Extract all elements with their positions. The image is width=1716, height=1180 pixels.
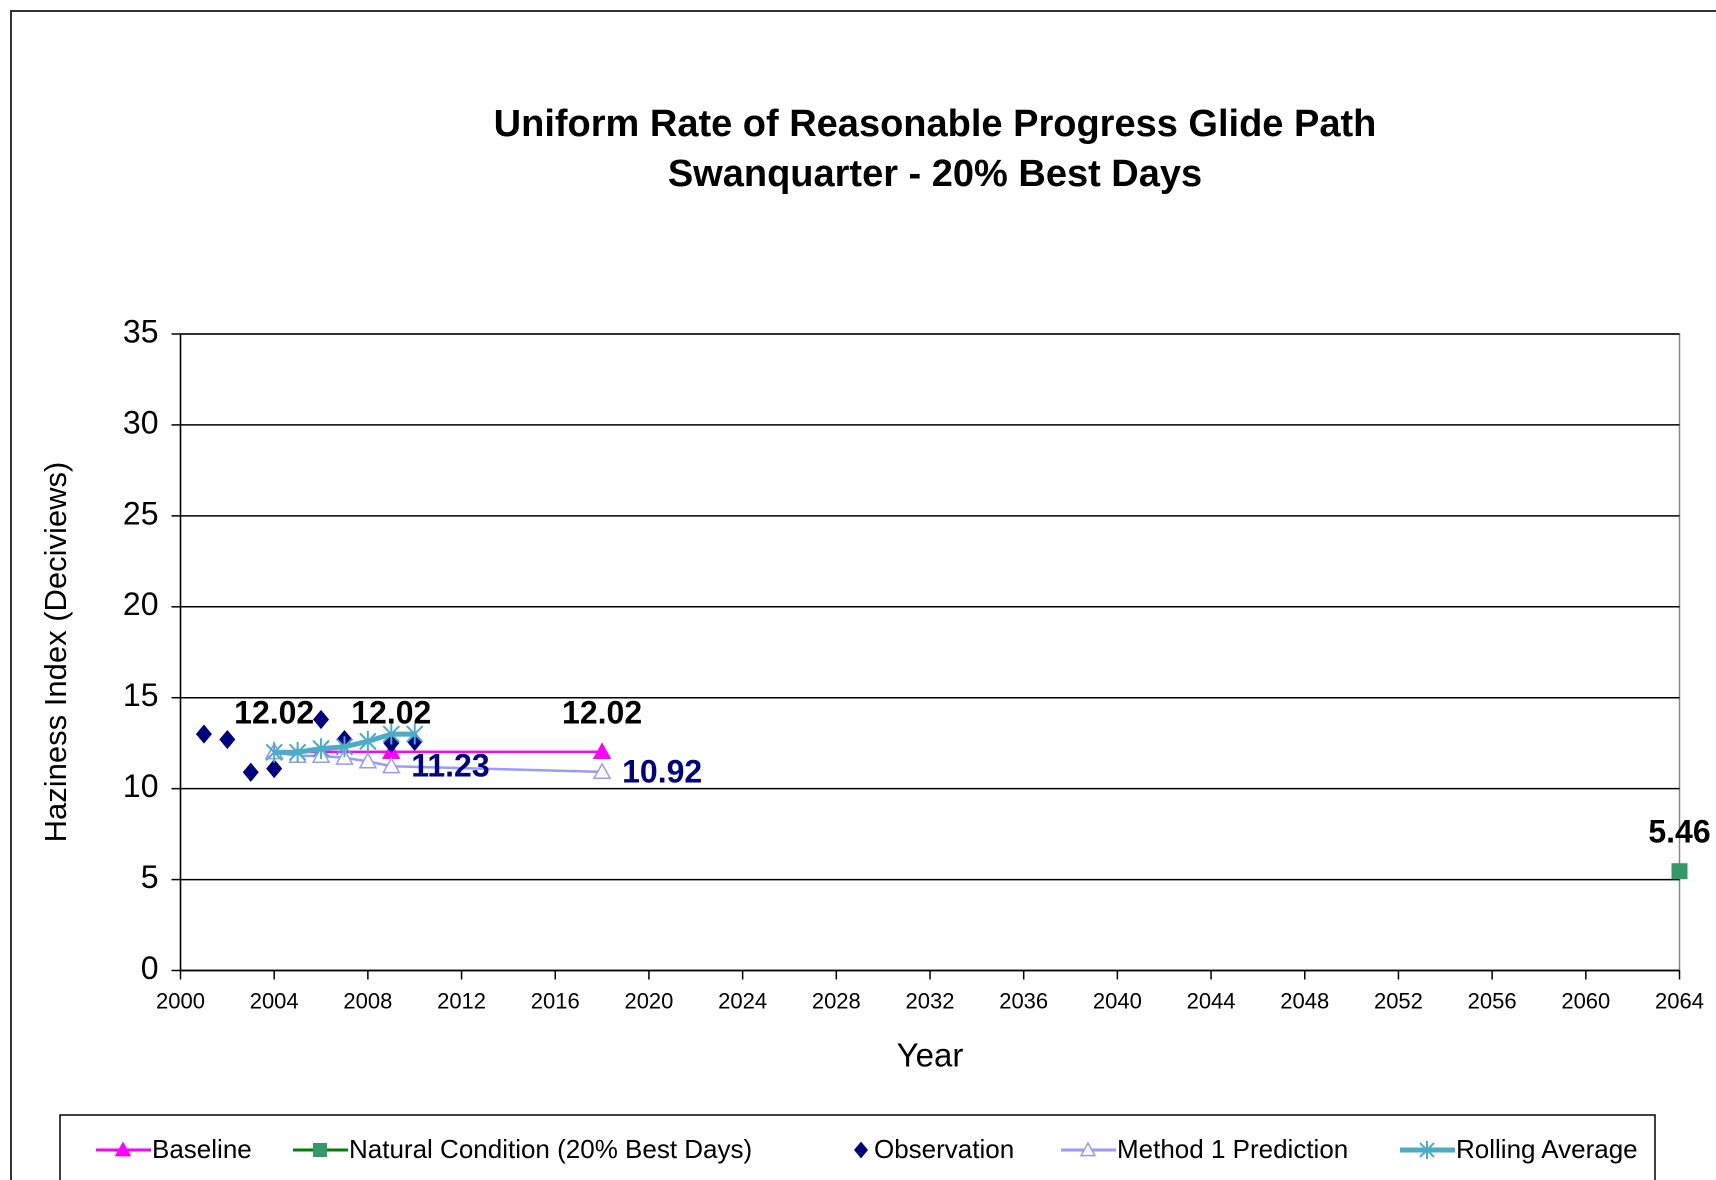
y-tick-label: 25 (123, 495, 159, 531)
y-tick-label: 15 (123, 677, 159, 713)
data-point (312, 738, 330, 760)
data-point (406, 723, 424, 745)
legend-label: Natural Condition (20% Best Days) (349, 1134, 752, 1164)
chart-title: Uniform Rate of Reasonable Progress Glid… (494, 103, 1377, 145)
data-point (242, 762, 259, 782)
x-tick-label: 2016 (531, 988, 580, 1013)
legend-marker (854, 1141, 868, 1159)
legend-label: Rolling Average (1456, 1134, 1638, 1164)
data-point (1671, 863, 1688, 880)
x-tick-label: 2044 (1187, 988, 1236, 1013)
y-tick-label: 30 (123, 404, 159, 440)
legend-marker (114, 1141, 132, 1157)
x-tick-label: 2032 (906, 988, 955, 1013)
y-tick-label: 5 (141, 859, 159, 895)
data-point (382, 756, 401, 774)
data-point (592, 742, 612, 760)
legend-label: Baseline (152, 1134, 252, 1164)
data-label: 10.92 (622, 753, 702, 789)
x-tick-label: 2060 (1561, 988, 1610, 1013)
x-tick-label: 2052 (1374, 988, 1423, 1013)
data-point (592, 762, 612, 780)
legend-marker (1079, 1141, 1097, 1157)
x-tick-label: 2064 (1655, 988, 1704, 1013)
data-label: 12.02 (234, 694, 314, 730)
data-label: 12.02 (562, 694, 642, 730)
data-point (382, 723, 401, 745)
x-tick-label: 2036 (999, 988, 1048, 1013)
x-tick-label: 2024 (718, 988, 767, 1013)
x-axis-title: Year (897, 1037, 964, 1074)
y-axis-title: Haziness Index (Deciviews) (38, 462, 73, 843)
plot-area (179, 333, 1681, 972)
data-point (359, 730, 377, 752)
data-point (266, 759, 283, 779)
y-tick-label: 35 (123, 313, 159, 349)
data-point (265, 741, 283, 763)
data-point (313, 709, 330, 730)
data-point (358, 751, 378, 769)
data-point (335, 736, 354, 758)
legend-marker (1419, 1140, 1435, 1160)
y-tick-label: 20 (123, 586, 159, 622)
x-tick-label: 2012 (437, 988, 486, 1013)
x-tick-label: 2004 (250, 988, 299, 1013)
legend-label: Method 1 Prediction (1117, 1134, 1348, 1164)
chart-subtitle: Swanquarter - 20% Best Days (668, 153, 1202, 195)
y-tick-label: 10 (123, 768, 159, 804)
x-tick-label: 2020 (624, 988, 673, 1013)
y-tick-label: 0 (141, 950, 159, 986)
x-tick-label: 2048 (1280, 988, 1329, 1013)
x-tick-label: 2040 (1093, 988, 1142, 1013)
legend-marker (313, 1143, 327, 1157)
data-point (288, 741, 307, 763)
data-point (195, 724, 212, 744)
x-tick-label: 2008 (343, 988, 392, 1013)
legend-label: Observation (874, 1134, 1014, 1164)
data-label: 5.46 (1648, 814, 1710, 850)
x-tick-label: 2028 (812, 988, 861, 1013)
data-label: 11.23 (411, 748, 489, 784)
x-tick-label: 2056 (1468, 988, 1517, 1013)
x-tick-label: 2000 (156, 988, 205, 1013)
data-point (219, 729, 236, 750)
